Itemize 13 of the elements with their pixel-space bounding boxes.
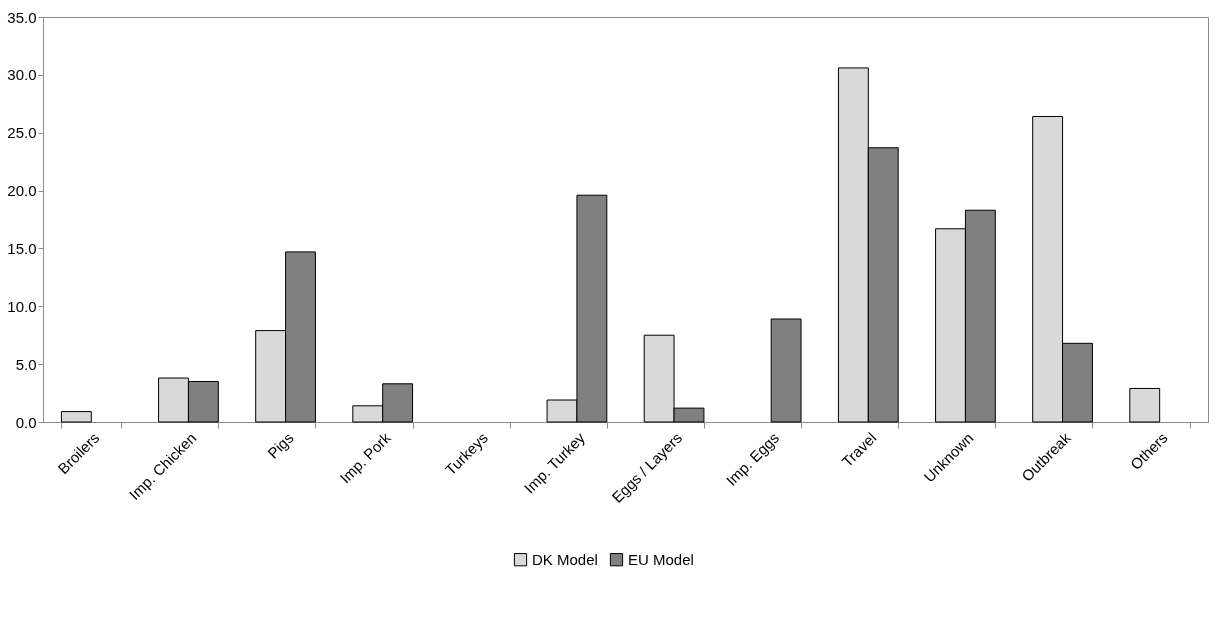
y-tick-label: 35.0	[7, 8, 37, 26]
y-tick-label: 20.0	[7, 182, 37, 200]
legend-label: EU Model	[628, 550, 694, 568]
x-tick-label: Pigs	[264, 429, 297, 462]
bar	[60, 411, 92, 423]
y-tick-label: 5.0	[15, 355, 37, 373]
y-tick-label: 10.0	[7, 297, 37, 315]
y-tick-label: 0.0	[15, 413, 37, 431]
y-tick-label: 30.0	[7, 66, 37, 84]
bar	[1129, 387, 1161, 423]
legend-label: DK Model	[532, 550, 598, 568]
y-tick-label: 15.0	[7, 239, 37, 257]
y-tick-label: 25.0	[7, 124, 37, 142]
